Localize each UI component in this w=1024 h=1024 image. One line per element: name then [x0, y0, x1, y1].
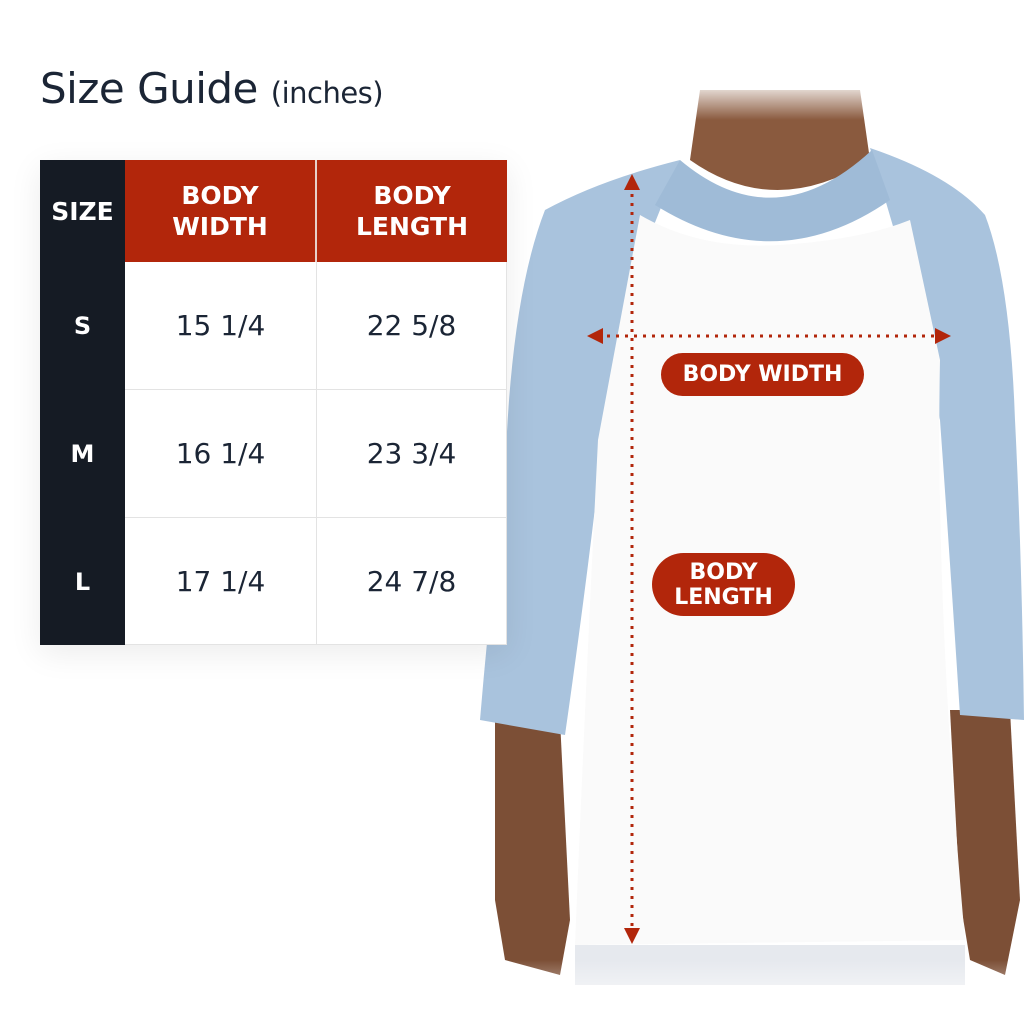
title-unit: (inches): [270, 76, 384, 110]
body-width-label: BODY WIDTH: [661, 353, 864, 396]
size-l: L: [74, 567, 91, 596]
left-arm: [495, 720, 570, 975]
length-l: 24 7/8: [317, 518, 507, 645]
right-arm: [950, 710, 1020, 975]
body-length-label: BODY LENGTH: [652, 553, 795, 616]
header-line: BODY: [181, 181, 259, 210]
width-l: 17 1/4: [125, 518, 317, 645]
right-sleeve: [870, 148, 1024, 720]
length-arrow-bottom: [624, 928, 640, 944]
width-s: 15 1/4: [125, 262, 317, 390]
width-arrow-left: [587, 328, 603, 344]
width-m: 16 1/4: [125, 390, 317, 518]
header-body-width: BODY WIDTH: [125, 160, 317, 262]
collar: [655, 150, 890, 242]
width-arrow-right: [935, 328, 951, 344]
size-m: M: [70, 440, 95, 468]
header-line: BODY: [373, 181, 451, 210]
label-line: LENGTH: [674, 584, 773, 610]
size-column: [40, 262, 125, 645]
length-m: 23 3/4: [317, 390, 507, 518]
header-body-length: BODY LENGTH: [317, 160, 507, 262]
header-size: SIZE: [40, 160, 125, 262]
size-table: SIZE BODY WIDTH BODY LENGTH S 15 1/4 22 5/…: [40, 160, 507, 645]
size-s: S: [73, 312, 92, 340]
label-line: BODY: [689, 559, 758, 585]
header-line: LENGTH: [356, 212, 468, 241]
length-s: 22 5/8: [317, 262, 507, 390]
title-main: Size Guide: [40, 64, 258, 113]
length-arrow-top: [624, 174, 640, 190]
header-line: WIDTH: [172, 212, 268, 241]
page-title: Size Guide (inches): [40, 64, 384, 113]
